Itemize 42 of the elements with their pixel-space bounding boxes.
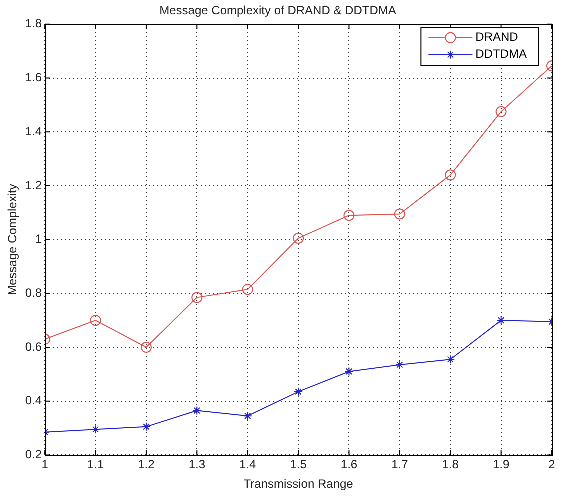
y-tick-label: 1.6 [25, 70, 42, 85]
point [91, 425, 100, 434]
x-tick-label: 1.7 [392, 458, 409, 472]
x-tick-label: 1.6 [340, 458, 358, 472]
point [395, 360, 404, 370]
point [142, 422, 151, 432]
point [344, 367, 354, 376]
point [294, 387, 304, 396]
y-axis-title: Message Complexity [6, 184, 20, 296]
y-tick-label: 1.4 [25, 124, 42, 138]
chart-title: Message Complexity of DRAND & DDTDMA [160, 4, 396, 18]
point [445, 170, 456, 181]
y-tick-label: 1.8 [25, 16, 42, 31]
legend-label: DRAND [476, 30, 519, 44]
point [243, 412, 252, 421]
x-tick-label: 1.3 [188, 458, 206, 472]
point [242, 284, 254, 296]
point [344, 210, 355, 222]
x-tick-label: 1.9 [492, 458, 510, 472]
x-tick-label: 1.5 [290, 458, 308, 472]
point [496, 106, 507, 118]
y-tick-label: 0.4 [25, 394, 42, 408]
y-tick-label: 0.2 [25, 448, 42, 462]
y-tick-label: 0.8 [25, 286, 42, 300]
x-tick-label: 2 [548, 458, 556, 472]
point [140, 342, 152, 353]
y-tick-label: 1.2 [25, 178, 42, 192]
x-tick-label: 1.8 [442, 458, 460, 472]
point [192, 406, 202, 416]
y-tick-label: 1 [35, 232, 42, 246]
point [446, 355, 456, 364]
point [90, 315, 102, 326]
legend-label: DDTDMA [476, 47, 527, 62]
x-axis-title: Transmission Range [244, 477, 354, 492]
x-tick-label: 1.2 [138, 458, 156, 472]
x-tick-label: 1.4 [240, 458, 257, 472]
x-tick-label: 1.1 [87, 458, 104, 472]
point [192, 292, 203, 304]
point [496, 316, 506, 326]
point [394, 208, 406, 220]
y-tick-label: 0.6 [25, 340, 42, 354]
point [293, 232, 304, 244]
